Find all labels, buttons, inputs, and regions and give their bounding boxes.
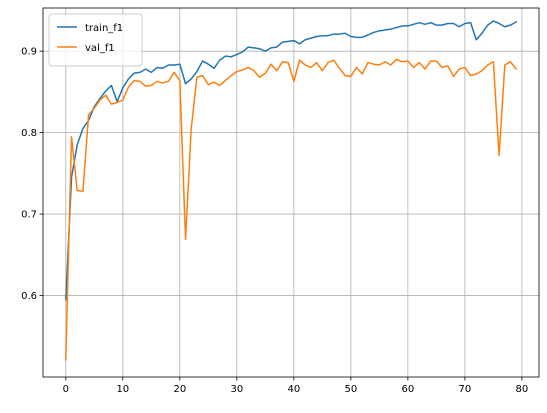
- series-line-val-f1: [65, 58, 518, 361]
- y-tick-label: 0.7: [21, 210, 37, 221]
- axes-frame: [42, 7, 540, 378]
- x-tick-label: 30: [230, 384, 243, 395]
- legend: train_f1 val_f1: [48, 13, 143, 67]
- x-tick-label: 60: [402, 384, 415, 395]
- series-line-train-f1: [65, 20, 518, 301]
- x-tick-label: 70: [459, 384, 472, 395]
- series-lines: [65, 20, 518, 361]
- x-tick-label: 50: [344, 384, 357, 395]
- x-tick-label: 40: [287, 384, 300, 395]
- legend-label: val_f1: [85, 43, 115, 54]
- x-tick-label: 80: [516, 384, 529, 395]
- grid: [43, 8, 539, 377]
- axis-ticks: 0 10 20 30 40 50 60 70 80 0.6 0.7 0.8 0.9: [21, 47, 528, 395]
- x-tick-label: 10: [116, 384, 129, 395]
- y-tick-label: 0.6: [21, 291, 37, 302]
- x-tick-label: 20: [173, 384, 186, 395]
- legend-label: train_f1: [85, 23, 123, 34]
- y-tick-label: 0.8: [21, 128, 37, 139]
- x-tick-label: 0: [63, 384, 69, 395]
- y-tick-label: 0.9: [21, 47, 37, 58]
- legend-box: [48, 13, 143, 67]
